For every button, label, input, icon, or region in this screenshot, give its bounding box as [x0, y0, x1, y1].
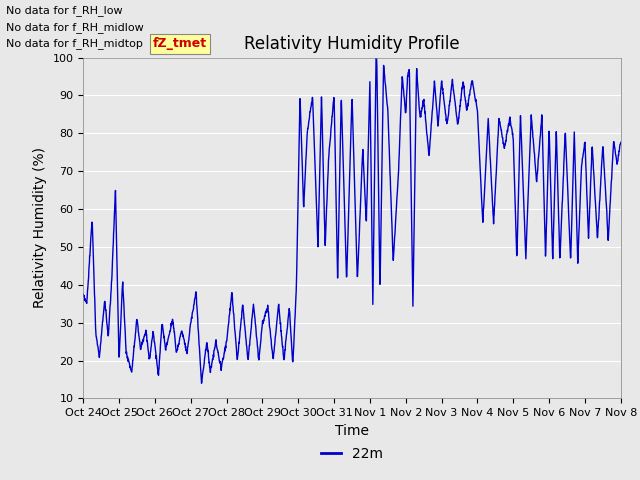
Text: No data for f_RH_midlow: No data for f_RH_midlow: [6, 22, 144, 33]
X-axis label: Time: Time: [335, 424, 369, 438]
Text: No data for f_RH_low: No data for f_RH_low: [6, 5, 123, 16]
Title: Relativity Humidity Profile: Relativity Humidity Profile: [244, 35, 460, 53]
Legend: 22m: 22m: [315, 441, 389, 467]
Y-axis label: Relativity Humidity (%): Relativity Humidity (%): [33, 147, 47, 309]
Text: No data for f_RH_midtop: No data for f_RH_midtop: [6, 38, 143, 49]
Text: fZ_tmet: fZ_tmet: [153, 37, 207, 50]
